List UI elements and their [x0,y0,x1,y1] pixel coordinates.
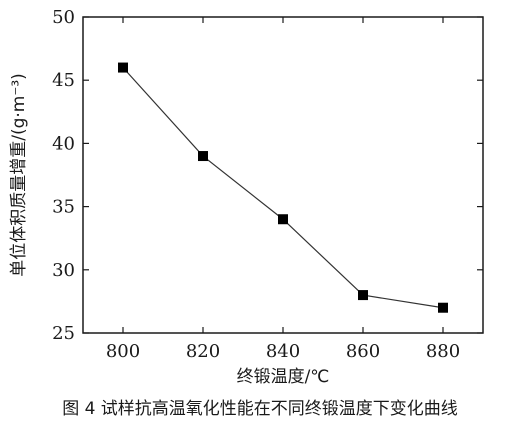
axis-tick-labels: 800 820 840 860 880 25 30 35 40 45 50 [52,7,460,362]
data-markers [118,62,448,313]
data-point [118,62,128,73]
x-tick-label: 840 [266,341,300,362]
figure-caption: 图 4 试样抗高温氧化性能在不同终锻温度下变化曲线 [62,399,458,419]
y-tick-label: 50 [52,7,75,28]
data-point [438,302,448,313]
x-tick-label: 820 [186,341,220,362]
x-tick-label: 880 [426,341,460,362]
x-tick-label: 800 [106,341,140,362]
y-tick-label: 35 [52,197,75,218]
data-point [198,151,208,162]
plot-frame [82,16,484,334]
y-tick-label: 25 [52,323,75,344]
x-axis-title: 终锻温度/℃ [237,367,330,387]
y-axis-title: 单位体积质量增重/(g·m⁻³) [9,73,29,277]
x-tick-label: 860 [346,341,380,362]
data-point [358,290,368,301]
axis-ticks [83,16,483,334]
y-tick-label: 45 [52,70,75,91]
series-line [122,67,444,309]
data-point [278,214,288,225]
y-tick-label: 40 [52,133,75,154]
y-tick-label: 30 [52,260,75,281]
